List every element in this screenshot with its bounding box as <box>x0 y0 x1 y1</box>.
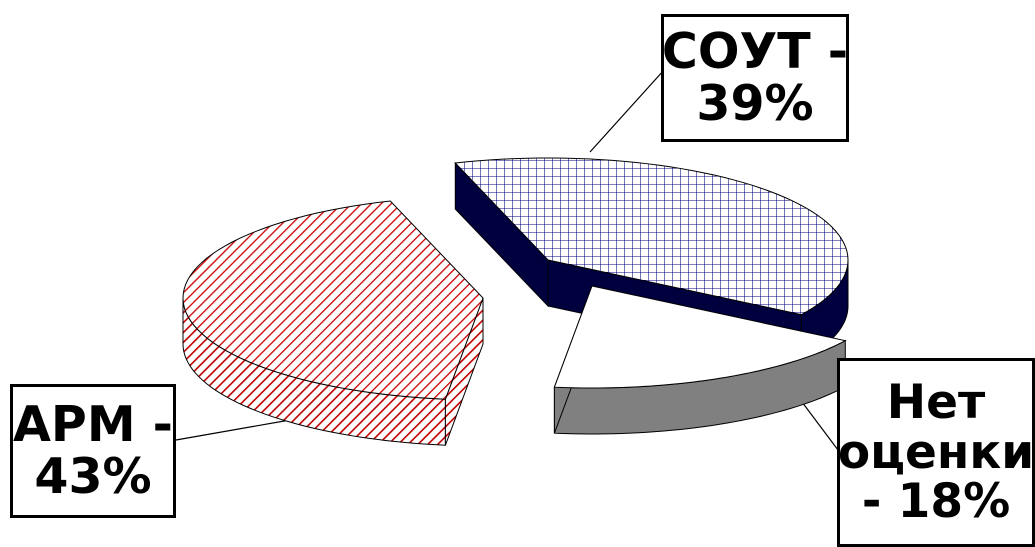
slice-label-arm: АРМ - 43% <box>10 384 176 518</box>
pie-slice-sout-top <box>454 157 849 316</box>
slice-label-sout-line-1: СОУТ - <box>661 23 849 81</box>
leader-line-arm <box>175 419 291 441</box>
pie-slice-arm <box>182 200 484 446</box>
leader-line-sout <box>589 69 665 153</box>
pie-slice-none <box>553 285 847 435</box>
slice-label-no-assessment-line-1: Нет <box>886 374 986 430</box>
pie-slice-none-top <box>553 285 847 389</box>
slice-label-sout-line-2: 39% <box>696 75 814 132</box>
pie-slice-arm-top <box>182 200 484 400</box>
slice-label-arm-line-1: АРМ - <box>13 396 173 454</box>
slice-label-no-assessment-line-2: оценки <box>837 424 1035 480</box>
slice-label-no-assessment: Нет оценки - 18% <box>837 358 1035 547</box>
slice-label-no-assessment-line-3: - 18% <box>861 474 1011 530</box>
slice-label-arm-line-2: 43% <box>34 448 152 505</box>
slice-label-sout: СОУТ - 39% <box>661 14 849 142</box>
